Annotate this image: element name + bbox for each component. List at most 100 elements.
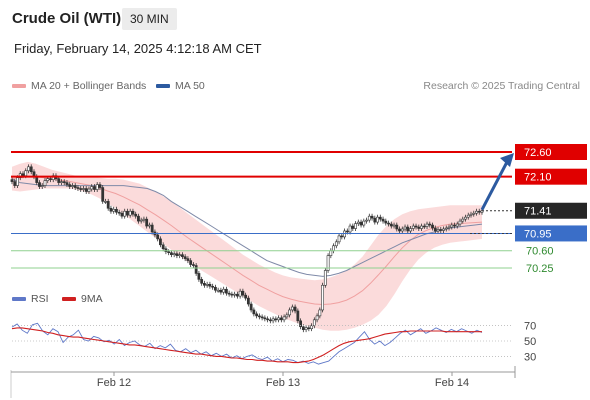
candle <box>417 224 421 231</box>
candle <box>290 304 294 313</box>
candle-body <box>79 188 83 190</box>
candle-body <box>458 220 462 225</box>
candle <box>354 221 357 231</box>
legend-rsi-ma-label: 9MA <box>81 293 103 305</box>
candle-body <box>315 315 319 321</box>
candle-body <box>57 178 61 183</box>
candle-body <box>178 254 182 256</box>
candle-body <box>95 184 99 190</box>
candle-body <box>145 218 149 227</box>
resistance-tag-text: 72.10 <box>524 172 552 184</box>
candle <box>235 291 239 299</box>
candle <box>90 184 94 192</box>
candle-body <box>40 185 44 187</box>
candle <box>288 307 292 318</box>
x-tick-label: Feb 13 <box>266 377 300 389</box>
candle-body <box>224 288 228 294</box>
candle-body <box>148 224 151 227</box>
candle-body <box>271 318 275 322</box>
candle <box>315 313 319 323</box>
candle-body <box>422 225 426 228</box>
candle <box>263 315 267 322</box>
header-bar: Crude Oil (WTI) 30 MIN <box>0 0 590 36</box>
candle-body <box>257 315 261 318</box>
candle <box>68 182 72 190</box>
pivot-tag-text: 70.95 <box>524 228 552 240</box>
candle <box>362 218 366 228</box>
candle <box>453 222 456 229</box>
x-tick-label: Feb 14 <box>435 377 469 389</box>
candle-body <box>150 224 154 233</box>
candle-body <box>356 221 360 224</box>
candle <box>266 316 270 323</box>
candle-body <box>21 173 25 176</box>
candle-body <box>326 255 330 271</box>
candle <box>365 217 368 224</box>
ma50-swatch <box>156 84 170 89</box>
candle-body <box>444 227 448 230</box>
rsi-tick-label: 70 <box>524 321 536 333</box>
candle-body <box>285 314 289 318</box>
candle-body <box>156 234 160 240</box>
candle <box>387 220 390 227</box>
candle <box>112 206 116 214</box>
candle-body <box>76 187 80 189</box>
candle <box>323 268 327 288</box>
candle <box>10 177 14 185</box>
candle <box>62 179 66 186</box>
candle-body <box>84 188 88 192</box>
candle-body <box>101 187 105 202</box>
candle-body <box>321 284 324 311</box>
candle <box>95 182 99 192</box>
candle-body <box>137 215 140 222</box>
candle-body <box>406 226 410 232</box>
candle <box>43 178 47 189</box>
candle <box>172 251 176 258</box>
candle <box>321 282 324 313</box>
candle <box>79 186 83 192</box>
candle <box>183 254 187 262</box>
candle <box>403 224 407 232</box>
candle-body <box>398 228 401 232</box>
candle-body <box>104 201 107 203</box>
candle-body <box>433 227 437 232</box>
candle-body <box>409 228 412 232</box>
timeframe-badge[interactable]: 30 MIN <box>122 8 177 30</box>
resistance-tag-text: 72.60 <box>524 147 552 159</box>
candle <box>370 213 374 221</box>
candle-body <box>71 185 74 187</box>
candle-body <box>106 201 110 209</box>
candle-body <box>238 290 242 297</box>
rsi-swatch <box>12 297 26 302</box>
candle <box>202 280 206 288</box>
candle <box>293 304 297 314</box>
candle <box>137 213 140 224</box>
candle-body <box>268 319 272 322</box>
candle-body <box>318 309 322 317</box>
candle-body <box>392 224 396 227</box>
candle <box>299 318 302 330</box>
candle <box>252 307 256 317</box>
candle-body <box>351 225 355 229</box>
candle-body <box>134 213 138 217</box>
candle <box>227 290 231 297</box>
candle-body <box>208 283 212 287</box>
target-arrow-head <box>500 153 514 167</box>
candle <box>414 223 418 230</box>
candle-body <box>93 186 96 190</box>
candle-body <box>120 212 124 217</box>
candle <box>93 184 96 192</box>
candle <box>244 292 248 301</box>
candle <box>260 314 264 321</box>
candle-body <box>126 210 129 216</box>
candle <box>106 198 110 211</box>
candle <box>329 248 333 259</box>
candle <box>318 307 322 319</box>
candle <box>334 239 338 249</box>
candle-body <box>65 182 69 185</box>
candle-body <box>189 260 193 265</box>
candle <box>161 242 165 252</box>
candle-body <box>260 316 264 319</box>
candle-body <box>246 297 250 305</box>
